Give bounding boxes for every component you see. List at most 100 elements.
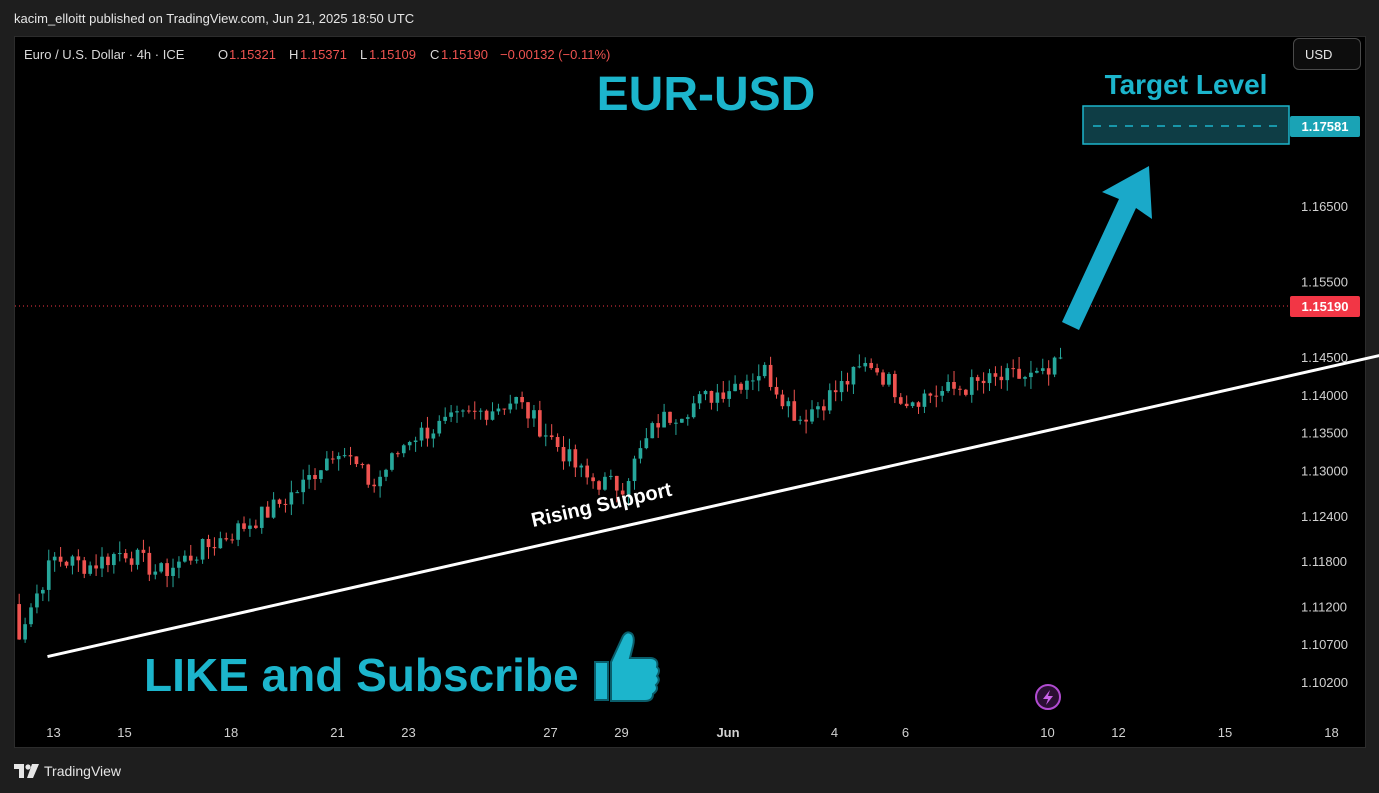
x-tick-label: 18	[1324, 725, 1338, 740]
candle-down	[1046, 368, 1051, 375]
candle-down	[396, 453, 400, 455]
price-axis[interactable]: 1.16500 1.15500 1.14500 1.14000 1.13500 1.130…	[1301, 199, 1348, 690]
candle-up	[940, 391, 945, 396]
candle-up	[1023, 377, 1027, 379]
candle-up	[248, 525, 252, 529]
y-tick-label: 1.13000	[1301, 463, 1348, 478]
candle-up	[325, 458, 329, 471]
candle-up	[1035, 370, 1039, 373]
candle-down	[372, 484, 377, 487]
candle-up	[1005, 368, 1010, 381]
candle-up	[236, 523, 240, 540]
candle-down	[792, 401, 797, 421]
candle-down	[230, 539, 235, 541]
open-value: 1.15321	[229, 47, 276, 62]
rising-support-line	[47, 354, 1379, 659]
candle-down	[780, 394, 785, 407]
currency-button[interactable]: USD	[1293, 38, 1361, 70]
chart-pane[interactable]	[14, 36, 1366, 748]
candle-down	[129, 558, 134, 565]
y-tick-label: 1.14500	[1301, 350, 1348, 365]
candle-down	[354, 456, 359, 465]
candle-down	[165, 563, 169, 576]
change-value: −0.00132 (−0.11%)	[500, 47, 610, 62]
cta-text: LIKE and Subscribe	[144, 649, 579, 701]
candle-down	[467, 410, 471, 412]
candle-up	[1029, 372, 1033, 378]
candle-up	[100, 556, 104, 569]
low-label: L	[360, 47, 367, 62]
candle-down	[123, 553, 128, 559]
candle-up	[70, 556, 75, 566]
candle-up	[301, 479, 306, 493]
candle-up	[816, 406, 820, 410]
x-tick-label: 18	[224, 725, 238, 740]
y-tick-label: 1.11200	[1301, 599, 1347, 614]
y-tick-label: 1.11800	[1301, 554, 1347, 569]
candle-down	[893, 373, 897, 398]
candle-up	[946, 382, 950, 392]
candle-down	[597, 481, 601, 490]
candle-up	[609, 475, 613, 477]
lightning-icon[interactable]	[1035, 684, 1061, 710]
candle-down	[17, 604, 22, 640]
candle-up	[183, 555, 187, 562]
candle-up	[638, 448, 643, 459]
candle-up	[851, 366, 856, 385]
price-badges: 1.17581 1.15190	[1290, 116, 1360, 317]
candle-up	[117, 553, 122, 555]
x-tick-label: 4	[831, 725, 838, 740]
candle-up	[461, 410, 465, 412]
x-tick-label: 13	[46, 725, 60, 740]
candle-up	[112, 554, 116, 566]
candle-down	[224, 538, 229, 540]
candle-down	[668, 411, 672, 423]
candle-down	[277, 499, 282, 504]
candle-up	[1040, 368, 1045, 371]
candle-up	[29, 607, 33, 625]
candle-up	[88, 565, 93, 574]
candle-down	[881, 372, 885, 385]
tradingview-brand[interactable]: TradingView	[14, 763, 121, 779]
candle-down	[538, 410, 542, 437]
candle-up	[579, 465, 584, 468]
candle-up	[810, 409, 814, 422]
candle-down	[265, 506, 270, 518]
brand-name: TradingView	[44, 763, 122, 779]
candle-down	[330, 458, 335, 460]
candle-up	[697, 394, 702, 404]
candle-up	[857, 366, 862, 368]
candle-down	[549, 435, 554, 438]
candle-up	[786, 401, 791, 407]
candle-up	[171, 567, 175, 576]
candle-down	[709, 390, 714, 403]
candle-down	[999, 376, 1004, 381]
candle-up	[922, 393, 927, 407]
candle-down	[869, 362, 874, 369]
candle-up	[603, 476, 607, 490]
x-tick-label: 27	[543, 725, 557, 740]
candle-up	[508, 403, 513, 410]
candle-down	[313, 475, 317, 480]
x-tick-label: 23	[401, 725, 415, 740]
candle-up	[23, 624, 27, 640]
candle-up	[289, 492, 294, 505]
candle-up	[52, 556, 57, 561]
candle-down	[76, 556, 81, 561]
candle-down	[620, 490, 625, 495]
current-price-text: 1.15190	[1302, 299, 1349, 314]
candle-up	[35, 593, 39, 608]
time-axis[interactable]: 13151821232729Jun4610121518202426Jul	[46, 725, 1379, 740]
candle-down	[106, 556, 110, 566]
candle-up	[431, 433, 436, 439]
candle-down	[425, 427, 430, 439]
candle-up	[691, 403, 696, 418]
candle-up	[378, 476, 382, 487]
high-value: 1.15371	[300, 47, 347, 62]
candle-down	[934, 395, 939, 397]
candle-up	[756, 376, 761, 381]
candle-up	[336, 455, 341, 460]
candle-down	[952, 382, 956, 389]
candle-down	[348, 455, 353, 457]
